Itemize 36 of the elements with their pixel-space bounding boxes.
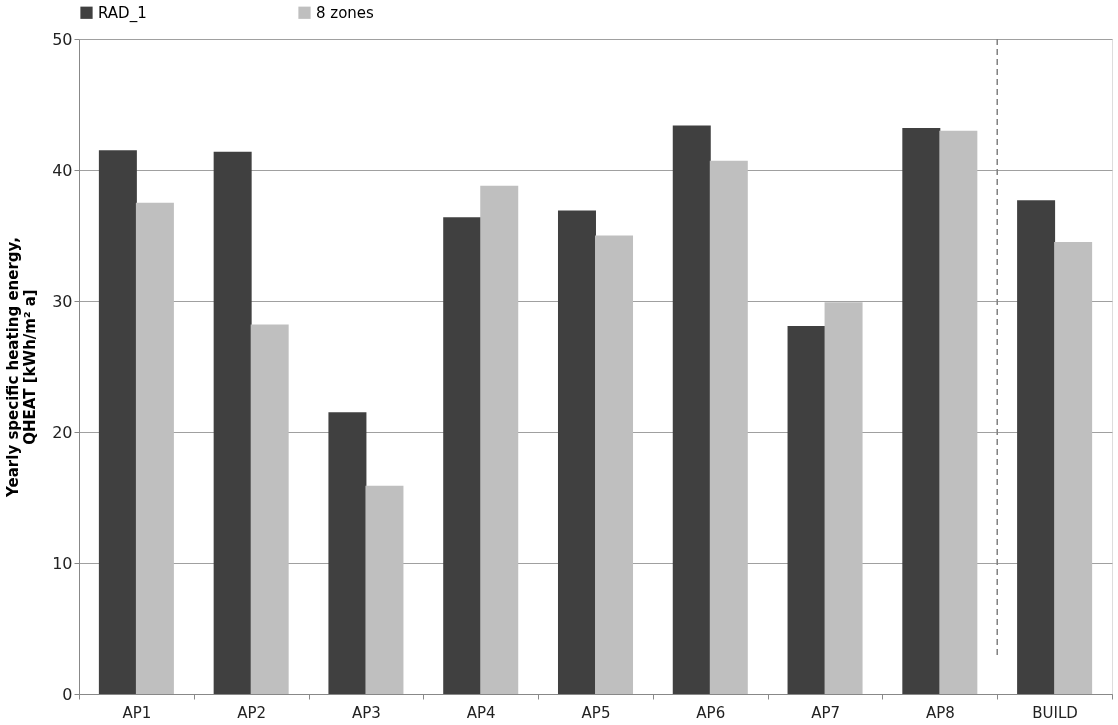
y-tick-label: 10 [52, 553, 73, 573]
bar [213, 151, 252, 694]
x-tick-label: AP4 [466, 703, 496, 722]
y-tick-label: 40 [52, 160, 73, 180]
x-tick-label: AP8 [925, 703, 955, 722]
y-tick-label: 0 [62, 684, 73, 704]
bar [902, 128, 941, 694]
bar [98, 150, 137, 694]
y-tick-label: 30 [52, 291, 73, 311]
x-tick-label: AP1 [122, 703, 152, 722]
x-tick-label: AP5 [581, 703, 611, 722]
y-tick-label: 20 [52, 422, 73, 442]
bar [365, 485, 404, 694]
bar [328, 412, 367, 694]
bar [709, 160, 748, 694]
x-tick-label: BUILD [1032, 703, 1078, 722]
legend-label: RAD_1 [98, 3, 147, 23]
bar [443, 217, 482, 694]
bar [135, 202, 174, 694]
x-tick-label: AP7 [811, 703, 840, 722]
bar [480, 185, 519, 694]
bar [939, 130, 978, 694]
x-tick-label: AP3 [352, 703, 381, 722]
y-tick-label: 50 [52, 29, 73, 49]
bar [595, 235, 634, 694]
bar [1017, 200, 1056, 694]
bar [557, 210, 596, 694]
bar [250, 324, 289, 694]
bar [672, 125, 711, 694]
bar [1054, 242, 1093, 694]
bar [824, 302, 863, 694]
legend-label: 8 zones [316, 3, 375, 22]
x-tick-label: AP6 [696, 703, 726, 722]
bar [787, 325, 826, 694]
y-axis-title: Yearly specific heating energy, QHEAT [kWh/m² a] [4, 237, 40, 498]
x-tick-label: AP2 [237, 703, 267, 722]
